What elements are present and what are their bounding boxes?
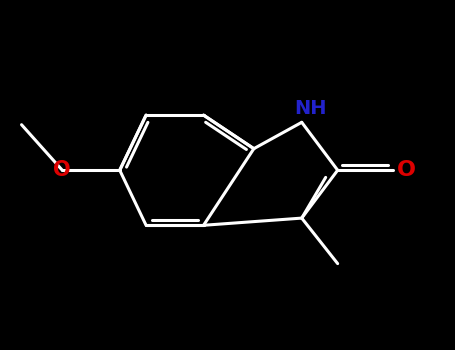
Text: NH: NH — [294, 99, 327, 118]
Text: O: O — [53, 160, 71, 180]
Text: O: O — [397, 160, 416, 180]
